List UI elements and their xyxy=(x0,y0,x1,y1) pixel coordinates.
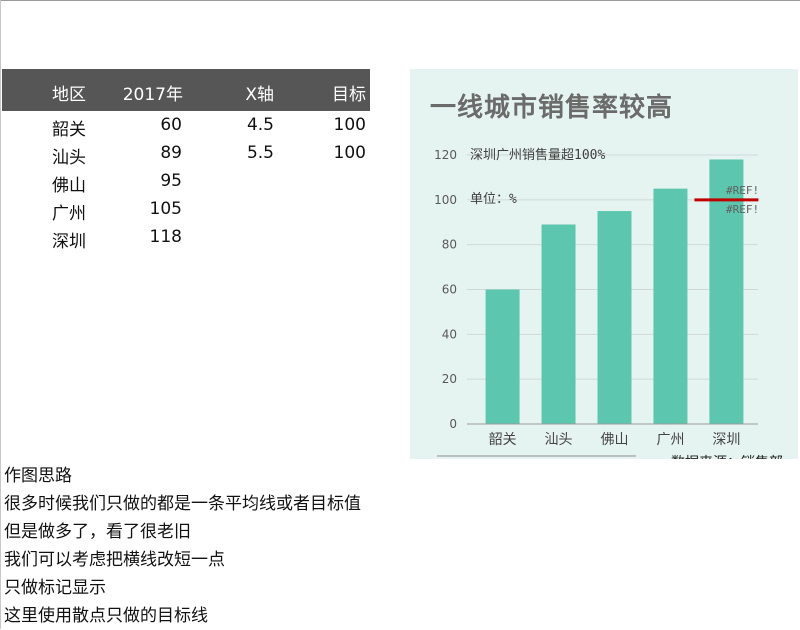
header-x-axis[interactable]: X轴 xyxy=(245,85,274,105)
cell-value[interactable]: 118 xyxy=(149,227,182,247)
note-line[interactable]: 我们可以考虑把横线改短一点 xyxy=(4,550,225,570)
ref-label: #REF! xyxy=(726,203,759,216)
note-line[interactable]: 只做标记显示 xyxy=(4,578,106,598)
note-line[interactable]: 作图思路 xyxy=(4,466,72,486)
chart-title: 一线城市销售率较高 xyxy=(430,93,674,123)
cell-x[interactable]: 5.5 xyxy=(246,143,274,163)
ref-label: #REF! xyxy=(726,184,759,197)
bar xyxy=(709,159,744,424)
cell-region[interactable]: 广州 xyxy=(52,204,86,224)
y-tick-label: 80 xyxy=(442,238,457,252)
data-table: 地区 2017年 X轴 目标 韶关 60 4.5 100 汕头 89 5.5 1… xyxy=(2,69,370,252)
cell-region[interactable]: 深圳 xyxy=(52,232,86,252)
bar xyxy=(541,224,576,424)
table-row: 佛山 95 xyxy=(2,167,370,196)
note-line[interactable]: 很多时候我们只做的都是一条平均线或者目标值 xyxy=(4,494,361,514)
header-2017[interactable]: 2017年 xyxy=(122,85,183,105)
x-tick-label: 韶关 xyxy=(489,432,517,448)
table-row: 韶关 60 4.5 100 xyxy=(2,111,370,140)
annotation: 深圳广州销售量超100% xyxy=(470,147,605,163)
header-region[interactable]: 地区 xyxy=(52,85,86,105)
x-tick-label: 汕头 xyxy=(545,432,573,448)
y-tick-label: 20 xyxy=(442,372,457,386)
x-tick-label: 深圳 xyxy=(712,432,740,448)
table-row: 深圳 118 xyxy=(2,223,370,252)
cell-target[interactable]: 100 xyxy=(333,143,366,163)
table-header: 地区 2017年 X轴 目标 xyxy=(2,69,370,111)
top-border xyxy=(0,0,800,1)
chart-area[interactable]: 一线城市销售率较高 0 20 40 60 80 100 120 韶关 汕头 佛山 广州 深圳 #REF!… xyxy=(410,69,798,459)
cell-region[interactable]: 汕头 xyxy=(52,148,86,168)
cell-region[interactable]: 佛山 xyxy=(52,176,86,196)
y-tick-label: 100 xyxy=(434,193,457,207)
note-line[interactable]: 但是做多了，看了很老旧 xyxy=(4,522,191,542)
cell-value[interactable]: 95 xyxy=(160,171,182,191)
bar xyxy=(597,211,632,424)
bar-chart: 0 20 40 60 80 100 120 韶关 汕头 佛山 广州 深圳 #REF! #REF! 深圳广州销… xyxy=(434,147,783,459)
left-border xyxy=(0,0,1,629)
y-tick-label: 0 xyxy=(449,417,457,431)
cell-value[interactable]: 89 xyxy=(160,143,182,163)
cell-region[interactable]: 韶关 xyxy=(52,120,86,140)
y-tick-label: 40 xyxy=(442,327,457,341)
cell-value[interactable]: 105 xyxy=(149,199,182,219)
source-label: 数据来源：销售部 xyxy=(671,455,783,459)
bar xyxy=(653,188,688,424)
header-target[interactable]: 目标 xyxy=(332,85,366,105)
y-tick-label: 60 xyxy=(442,283,457,297)
note-line[interactable]: 这里使用散点只做的目标线 xyxy=(4,606,208,626)
notes: 作图思路 很多时候我们只做的都是一条平均线或者目标值 但是做多了，看了很老旧 我… xyxy=(4,462,424,630)
bar xyxy=(485,289,520,424)
table-row: 广州 105 xyxy=(2,195,370,224)
x-tick-label: 广州 xyxy=(656,432,684,448)
y-tick-label: 120 xyxy=(434,148,457,162)
annotation: 单位：% xyxy=(470,192,517,207)
cell-x[interactable]: 4.5 xyxy=(246,115,274,135)
cell-target[interactable]: 100 xyxy=(333,115,366,135)
x-tick-label: 佛山 xyxy=(601,432,629,448)
table-row: 汕头 89 5.5 100 xyxy=(2,139,370,168)
cell-value[interactable]: 60 xyxy=(160,115,182,135)
